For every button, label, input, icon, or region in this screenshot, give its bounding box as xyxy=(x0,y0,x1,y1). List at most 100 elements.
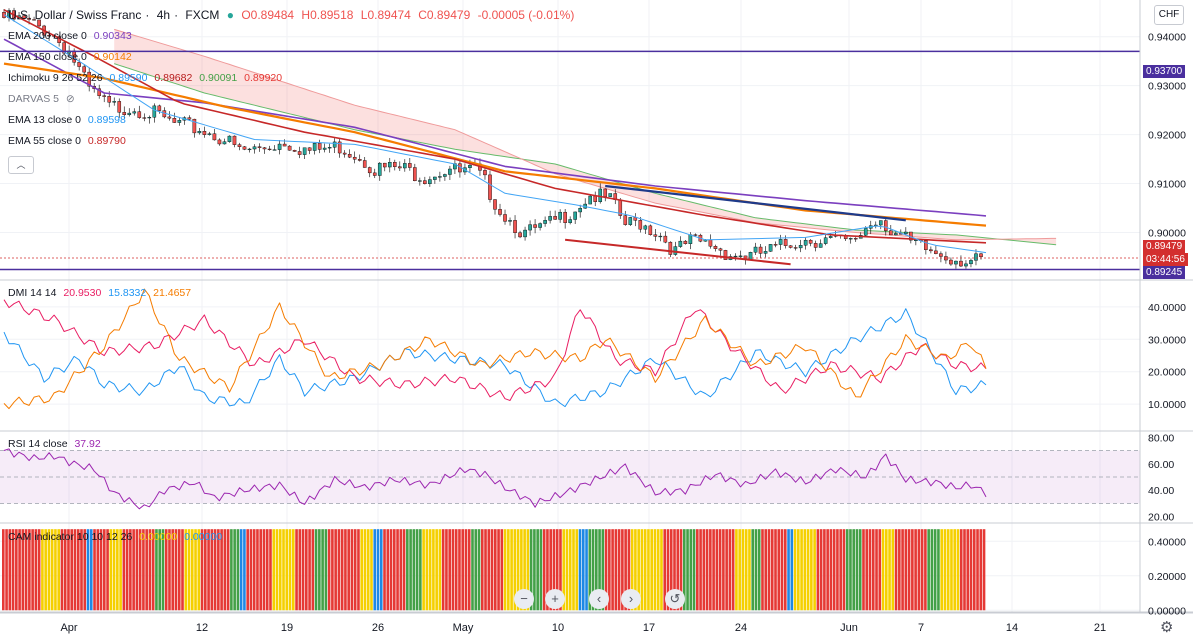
cam-bar-red xyxy=(839,529,842,611)
cam-bar-red xyxy=(836,529,839,611)
senkou-b-line xyxy=(114,28,1057,241)
cam-bar-yellow xyxy=(738,529,741,611)
cam-bar-red xyxy=(125,529,129,611)
cam-bar-red xyxy=(63,529,67,611)
cam-bar-yellow xyxy=(360,529,364,611)
collapse-indicators-button[interactable]: ︿ xyxy=(8,156,34,174)
cam-bar-red xyxy=(96,529,100,611)
currency-button[interactable]: CHF xyxy=(1154,5,1184,25)
cam-bar-yellow xyxy=(884,529,888,611)
interval[interactable]: 4h xyxy=(156,8,171,22)
gear-icon[interactable]: ⚙ xyxy=(1160,619,1174,636)
candle-body xyxy=(518,232,522,238)
candle-body xyxy=(538,223,542,228)
eye-hidden-icon[interactable]: ⊘ xyxy=(65,93,75,105)
cam-bar-green xyxy=(927,529,930,611)
symbol-name[interactable]: U.S. Dollar / Swiss Franc xyxy=(8,8,142,22)
cam-bar-red xyxy=(392,529,396,611)
zoom-out-button[interactable]: − xyxy=(514,589,534,609)
cam-bar-red xyxy=(334,529,337,611)
time-tick-label: 21 xyxy=(1094,622,1106,634)
candle-body xyxy=(578,208,582,213)
cam-bar-red xyxy=(552,529,556,611)
legend-ema55[interactable]: EMA 55 close 0 0.89790 xyxy=(8,134,130,148)
cam-bar-yellow xyxy=(275,529,279,611)
cam-bar-blue xyxy=(578,529,582,611)
candle-body xyxy=(27,18,31,20)
legend-ema200[interactable]: EMA 200 close 0 0.90343 xyxy=(8,29,136,43)
cam-bar-red xyxy=(917,529,921,611)
candle-body xyxy=(282,143,287,147)
candle-body xyxy=(327,147,332,149)
resistance-price-badge: 0.93700 xyxy=(1143,65,1186,78)
legend-ema150[interactable]: EMA 150 close 0 0.90142 xyxy=(8,50,136,64)
candle-body xyxy=(157,105,162,111)
candle-body xyxy=(894,233,898,236)
candle-body xyxy=(102,95,107,97)
time-tick-label: 12 xyxy=(196,622,208,634)
legend-rsi[interactable]: RSI 14 close 37.92 xyxy=(8,437,105,451)
cam-bar-red xyxy=(617,529,621,611)
legend-darvas[interactable]: DARVAS 5 ⊘ xyxy=(8,92,79,106)
cam-bar-green xyxy=(536,529,539,611)
cam-label: CAM indicator 10 10 12 26 xyxy=(8,531,133,543)
cam-bar-red xyxy=(819,529,823,611)
cam-bar-red xyxy=(555,529,559,611)
candle-body xyxy=(37,19,41,27)
cam-bar-yellow xyxy=(630,529,634,611)
rsi-tick-label: 80.00 xyxy=(1148,432,1174,444)
cam-bar-yellow xyxy=(187,529,191,611)
cam-bar-red xyxy=(959,529,963,611)
candle-body xyxy=(798,245,803,249)
cam-bar-red xyxy=(604,529,608,611)
ichimoku-cloud xyxy=(114,28,1057,246)
ema13-line xyxy=(3,14,987,254)
cam-bar-green xyxy=(692,529,696,611)
ichimoku-lead1-value: 0.90091 xyxy=(199,72,238,84)
candle-body xyxy=(488,174,492,200)
candle-body xyxy=(192,118,197,134)
cam-bar-red xyxy=(542,529,546,611)
cam-bar-yellow xyxy=(190,529,194,611)
candle-body xyxy=(297,151,302,155)
candle-body xyxy=(778,239,783,245)
cam-bar-yellow xyxy=(634,529,637,611)
legend-ichimoku[interactable]: Ichimoku 9 26 52 26 0.89590 0.89682 0.90… xyxy=(8,71,286,85)
candle-body xyxy=(498,209,502,215)
cam-bar-red xyxy=(451,529,455,611)
candle-body xyxy=(392,162,397,167)
cam-bar-yellow xyxy=(562,529,566,611)
cam-bar-red xyxy=(148,529,152,611)
cam-bar-yellow xyxy=(950,529,953,611)
rsi-label: RSI 14 close xyxy=(8,438,68,450)
price-tick-label: 0.94000 xyxy=(1148,32,1186,44)
legend-cam[interactable]: CAM indicator 10 10 12 26 0.00000 0.0000… xyxy=(8,530,226,544)
cam-bar-red xyxy=(972,529,976,611)
zoom-in-button[interactable]: + xyxy=(545,589,565,609)
cam-bar-red xyxy=(226,529,230,611)
cam-bar-red xyxy=(911,529,914,611)
candle-body xyxy=(242,146,247,150)
cam-bar-green xyxy=(471,529,474,611)
upper-trendline xyxy=(605,184,906,222)
scroll-left-button[interactable]: ‹ xyxy=(589,589,609,609)
reset-chart-button[interactable]: ↺ xyxy=(665,589,685,609)
legend-ema13[interactable]: EMA 13 close 0 0.89598 xyxy=(8,113,130,127)
cam-bar-red xyxy=(614,529,618,611)
candle-body xyxy=(413,167,417,182)
cam-bar-green xyxy=(314,529,318,611)
cam-bar-red xyxy=(871,529,875,611)
ichimoku-lead2-value: 0.89920 xyxy=(244,72,283,84)
cam-bar-red xyxy=(898,529,901,611)
candle-body xyxy=(954,260,958,265)
legend-dmi[interactable]: DMI 14 14 20.9530 15.8332 21.4657 xyxy=(8,286,195,300)
candle-body xyxy=(688,234,693,244)
cam-bar-green xyxy=(474,529,478,611)
cam-bar-red xyxy=(868,529,872,611)
cam-bar-red xyxy=(764,529,768,611)
price-overlays xyxy=(3,9,987,266)
cam-bar-yellow xyxy=(797,529,800,611)
scroll-right-button[interactable]: › xyxy=(621,589,641,609)
open-value: O0.89484 xyxy=(241,8,295,22)
candle-body xyxy=(307,147,312,151)
